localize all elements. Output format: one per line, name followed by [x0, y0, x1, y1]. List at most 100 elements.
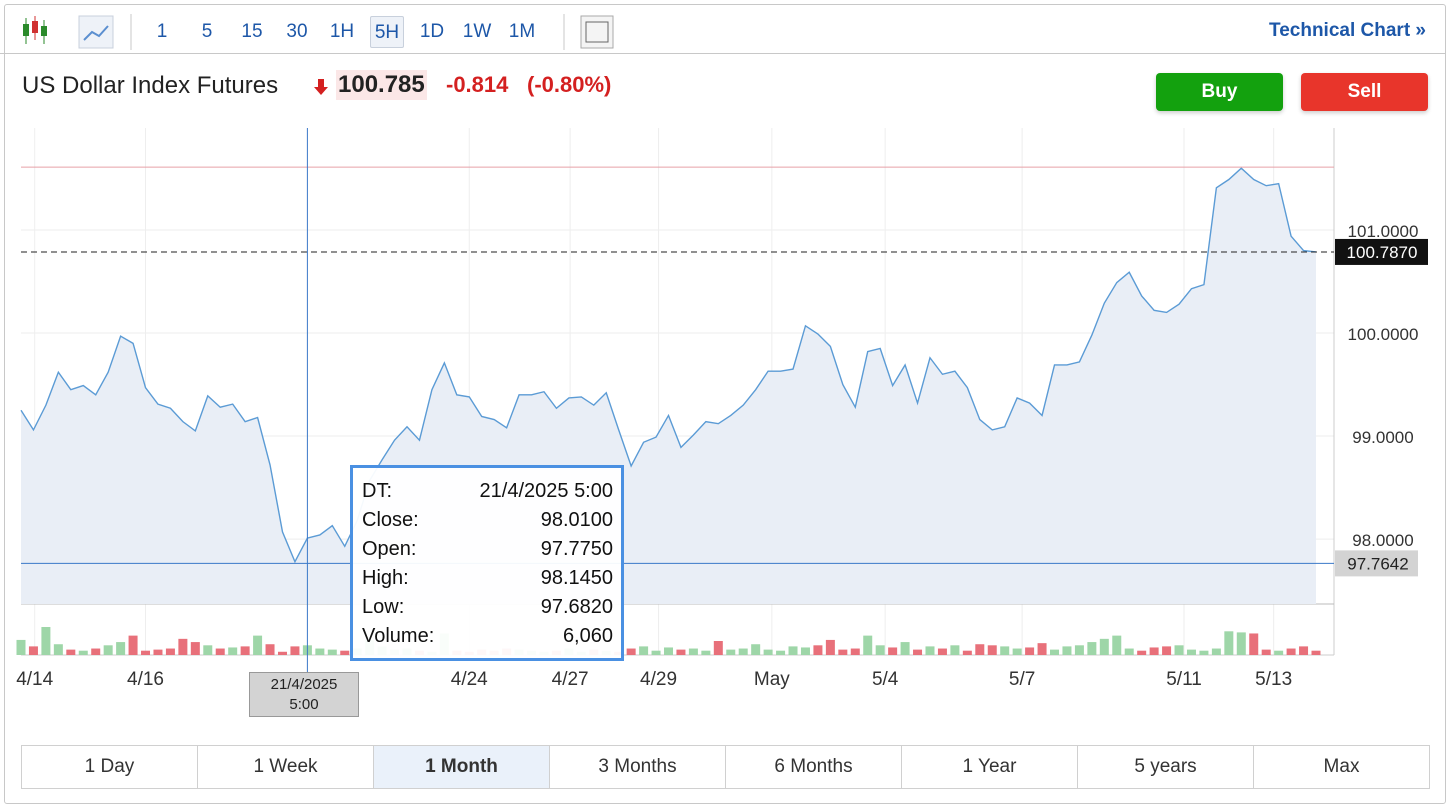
volume-bar — [1261, 649, 1271, 655]
range-button[interactable]: Max — [1253, 746, 1429, 788]
volume-bar — [78, 650, 88, 655]
tooltip-row: Low: 97.6820 — [362, 596, 613, 625]
volume-bar — [340, 650, 350, 655]
volume-bar — [651, 650, 661, 655]
volume-bar — [1087, 642, 1097, 655]
volume-bar — [975, 644, 985, 655]
volume-bar — [1186, 649, 1196, 655]
x-tick-label: May — [754, 669, 790, 690]
volume-bar — [1025, 647, 1035, 655]
volume-bar — [228, 647, 238, 655]
interval-button[interactable]: 1W — [462, 21, 492, 42]
volume-bar — [1037, 643, 1047, 655]
volume-bar — [1299, 646, 1309, 655]
volume-bar — [776, 650, 786, 655]
volume-bar — [800, 647, 810, 655]
volume-bar — [91, 648, 101, 655]
volume-bar — [1249, 633, 1259, 655]
range-button[interactable]: 1 Month — [373, 746, 549, 788]
interval-button[interactable]: 1D — [419, 21, 445, 42]
volume-bar — [726, 649, 736, 655]
range-button[interactable]: 3 Months — [549, 746, 725, 788]
tooltip-label: Open: — [362, 538, 417, 560]
tooltip-row: DT: 21/4/2025 5:00 — [362, 480, 613, 509]
interval-button[interactable]: 1M — [508, 21, 536, 42]
news-icon-glyph — [585, 21, 609, 43]
y-tick-label: 98.0000 — [1352, 531, 1413, 550]
y-tick-label: 101.0000 — [1348, 222, 1419, 241]
x-tick-label: 5/13 — [1255, 669, 1292, 690]
volume-bar — [1099, 638, 1109, 655]
volume-bar — [116, 642, 126, 655]
interval-button[interactable]: 30 — [286, 21, 308, 42]
range-button[interactable]: 6 Months — [725, 746, 901, 788]
volume-bar — [950, 645, 960, 655]
volume-bar — [1050, 649, 1060, 655]
interval-button[interactable]: 5H — [370, 16, 404, 48]
volume-bar — [1286, 648, 1296, 655]
volume-bar — [813, 645, 823, 655]
volume-bar — [53, 644, 63, 655]
crosshair-date: 21/4/2025 — [270, 676, 338, 693]
volume-bar — [103, 645, 113, 655]
volume-bar — [1062, 646, 1072, 655]
volume-bar — [788, 646, 798, 655]
change-percent: (-0.80%) — [527, 72, 612, 97]
range-button[interactable]: 1 Week — [197, 746, 373, 788]
x-tick-label: 5/4 — [872, 669, 899, 690]
crosshair-value-label: 97.7642 — [1347, 554, 1408, 573]
toolbar: 1 5 15 30 1H 5H 1D 1W 1M Technical Chart » — [0, 4, 1446, 54]
crosshair-time: 5:00 — [289, 696, 319, 713]
tooltip-value: 97.6820 — [540, 596, 613, 618]
interval-button[interactable]: 15 — [241, 21, 263, 42]
range-button[interactable]: 1 Day — [84, 756, 135, 777]
volume-bar — [664, 647, 673, 655]
x-tick-label: 5/11 — [1166, 669, 1202, 690]
buy-button[interactable]: Buy — [1156, 73, 1283, 111]
frame — [4, 4, 1446, 804]
y-tick-label: 99.0000 — [1352, 428, 1413, 447]
volume-bar — [16, 639, 26, 655]
volume-bar — [290, 646, 300, 655]
crosshair-date-label: 21/4/2025 5:00 — [249, 672, 359, 717]
volume-bar — [327, 649, 337, 655]
volume-bar — [913, 649, 923, 655]
interval-button[interactable]: 1 — [156, 21, 168, 42]
tooltip-label: Close: — [362, 509, 419, 531]
x-tick-label: 4/27 — [552, 669, 589, 690]
range-button[interactable]: 5 years — [1077, 746, 1253, 788]
x-tick-label: 4/14 — [16, 669, 53, 690]
volume-bar — [253, 635, 263, 655]
technical-chart-link[interactable]: Technical Chart » — [1269, 20, 1426, 41]
interval-button[interactable]: 1H — [329, 21, 355, 42]
line-icon-glyph — [83, 25, 109, 41]
volume-bar — [315, 648, 325, 655]
candle-icon[interactable] — [23, 16, 47, 44]
tooltip-value: 6,060 — [562, 625, 613, 647]
x-tick-label: 4/29 — [640, 669, 677, 690]
change: -0.814 — [446, 72, 509, 97]
volume-bar — [751, 644, 761, 655]
area — [21, 168, 1316, 604]
volume-bar — [165, 648, 175, 655]
sell-button[interactable]: Sell — [1301, 73, 1428, 111]
volume-bar — [937, 648, 947, 655]
volume-bar — [1012, 648, 1022, 655]
range-button[interactable]: 1 Year — [901, 746, 1077, 788]
volume-bar — [987, 645, 997, 655]
volume-bar — [626, 648, 636, 655]
volume-bar — [713, 641, 723, 655]
volume-bar — [1274, 650, 1284, 655]
line-icon[interactable] — [78, 15, 114, 49]
volume-bar — [178, 638, 188, 655]
volume-bar — [850, 648, 860, 655]
volume-bar — [875, 645, 885, 655]
volume-bar — [1149, 647, 1159, 655]
volume-bar — [1112, 635, 1122, 655]
volume-bar — [1311, 650, 1321, 655]
volume-bar — [215, 648, 225, 655]
volume-bar — [277, 651, 287, 655]
interval-button[interactable]: 5 — [201, 21, 213, 42]
volume-bar — [838, 649, 848, 655]
